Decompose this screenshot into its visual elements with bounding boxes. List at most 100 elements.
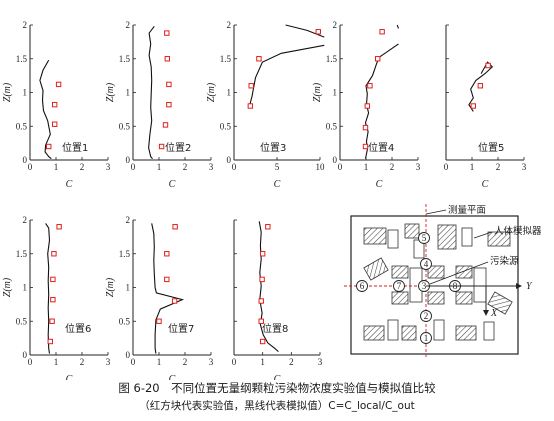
manikin-box (455, 291, 473, 305)
x-axis-label: X (490, 308, 498, 319)
y-tick-label: 0.5 (220, 121, 232, 131)
position-label-5: 5 (422, 233, 427, 243)
y-tick-label: 1.5 (119, 249, 131, 259)
experimental-point (315, 29, 321, 35)
x-tick-label: 0 (444, 162, 449, 172)
position-circle-1 (420, 332, 432, 344)
position-label-3: 3 (422, 281, 427, 291)
y-tick-label: 0.5 (16, 121, 28, 131)
x-tick-label: 2 (289, 357, 294, 367)
caption-subtitle: （红方块代表实验值，黑线代表模拟值）C=C_local/C_out (139, 400, 415, 412)
y-tick-label: 1 (126, 88, 131, 98)
manikin-box (363, 227, 387, 245)
experimental-point (258, 318, 264, 324)
desk-box (473, 267, 487, 303)
callout-leader (429, 261, 489, 285)
experimental-point (265, 224, 271, 230)
y-tick-label: 2 (126, 20, 131, 30)
experimental-point (364, 103, 371, 109)
manikin-box (487, 291, 513, 315)
x-tick-label: 0 (28, 162, 33, 172)
x-tick-label: 2 (390, 162, 395, 172)
y-tick-label: 1.5 (220, 54, 232, 64)
y-tick-label: 0 (333, 155, 338, 165)
experimental-point (259, 276, 265, 283)
simulated-line (151, 223, 185, 354)
caption-title: 图 6-20 不同位置无量纲颗粒污染物浓度实验值与模拟值比较 (118, 381, 436, 395)
panel-label: 位置1 (62, 141, 88, 154)
manikin-label: 人体模拟器 (494, 225, 542, 237)
x-tick-label: 3 (209, 162, 214, 172)
experimental-point (52, 121, 58, 127)
manikin-box (363, 257, 389, 281)
y-tick-label: 1.5 (326, 54, 338, 64)
manikin-box (391, 265, 409, 279)
position-label-7: 7 (397, 281, 402, 291)
position-label-1: 1 (424, 333, 429, 343)
y-tick-label: 2 (23, 20, 28, 30)
desk-box (483, 321, 495, 341)
x-tick-label: 0 (28, 357, 33, 367)
y-tick-label: 1.5 (119, 54, 131, 64)
experimental-point (164, 251, 170, 257)
chart-panel-5: 0 1 2 3 C 位置5 (444, 24, 527, 190)
manikin-box (363, 325, 385, 341)
experimental-point (164, 276, 170, 283)
x-tick-label: 0 (232, 162, 237, 172)
x-tick-label: 1 (54, 357, 59, 367)
x-tick-label: 1 (157, 357, 162, 367)
simulated-line (39, 59, 52, 160)
callout-leader (425, 209, 447, 215)
y-tick-label: 1 (23, 88, 28, 98)
experimental-point (362, 124, 369, 131)
manikin-box (401, 325, 417, 341)
experimental-point (50, 276, 56, 283)
position-label-4: 4 (424, 259, 429, 269)
x-tick-label: 2 (496, 162, 501, 172)
y-tick-label: 1 (227, 88, 232, 98)
y-tick-label: 2 (227, 20, 232, 30)
x-tick-label: 2 (183, 162, 188, 172)
manikin-box (487, 231, 511, 247)
experimental-point (367, 83, 373, 89)
manikin-box (437, 224, 457, 250)
y-axis-label: Y (526, 281, 533, 292)
x-tick-label: 0 (338, 162, 343, 172)
x-tick-label: 3 (106, 357, 111, 367)
experimental-point (50, 296, 56, 303)
manikin-box (391, 291, 409, 305)
simulated-line (248, 44, 325, 107)
experimental-point (171, 298, 178, 304)
y-tick-label: 0.5 (16, 316, 28, 326)
x-tick-label: 0 (232, 357, 237, 367)
x-axis-title: C (169, 374, 176, 380)
y-tick-label: 1.5 (16, 54, 28, 64)
y-tick-label: 1 (23, 283, 28, 293)
experimental-point (247, 103, 254, 109)
experimental-point (166, 101, 172, 108)
x-axis-title: C (66, 179, 73, 190)
experimental-point (55, 81, 62, 88)
x-tick-label: 2 (80, 162, 85, 172)
experimental-point (164, 30, 170, 36)
experimental-point (470, 103, 477, 109)
x-axis-title: C (482, 179, 489, 190)
panel-label: 位置8 (262, 322, 288, 335)
experimental-point (256, 56, 262, 62)
simulated-line (285, 24, 325, 38)
y-tick-label: 0.5 (119, 121, 131, 131)
x-tick-label: 3 (522, 162, 527, 172)
y-tick-label: 2 (126, 215, 131, 225)
x-tick-label: 1 (364, 162, 369, 172)
y-tick-label: 2 (333, 20, 338, 30)
x-tick-label: 1 (54, 162, 59, 172)
experimental-point (47, 338, 53, 345)
chart-panel-8: 0 1 2 3 C 位置8 (232, 219, 323, 380)
x-tick-label: 2 (80, 357, 85, 367)
x-axis-title: C (66, 374, 73, 380)
chart-panel-3: 0 5 10 0 0.5 1 1.5 2 C Z(m) 位置3 (206, 20, 325, 190)
y-axis-title: Z(m) (105, 277, 116, 297)
experimental-point (162, 122, 169, 128)
experimental-point (259, 251, 266, 257)
